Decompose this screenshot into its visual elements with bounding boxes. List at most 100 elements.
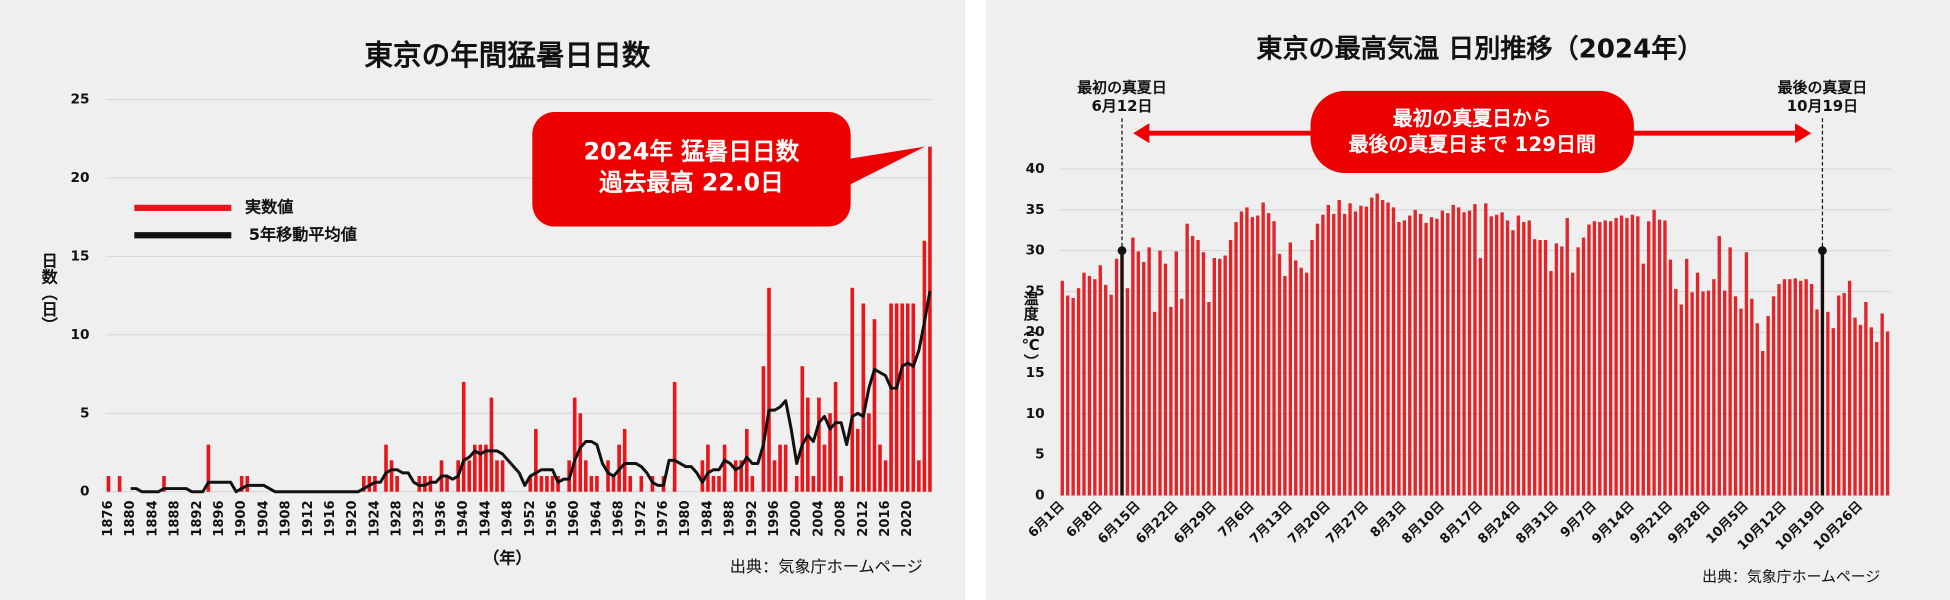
x-tick-label: 1964: [589, 500, 604, 536]
bar: [628, 476, 633, 492]
bar: [1304, 272, 1309, 496]
bar: [1408, 215, 1412, 496]
span-text: 最初の真夏日から: [1393, 106, 1552, 130]
bar: [1326, 204, 1331, 496]
bar: [739, 460, 744, 492]
bar: [1500, 212, 1504, 496]
bar: [1076, 288, 1081, 496]
x-tick-label: 2016: [878, 500, 893, 536]
bar: [106, 476, 111, 492]
callout-text: 2024年 猛暑日日数: [584, 138, 800, 166]
bar: [1782, 279, 1787, 496]
x-tick-label: 1888: [168, 500, 183, 536]
bar: [1728, 247, 1732, 496]
bar: [1234, 222, 1238, 496]
marker-title: 最初の真夏日: [1077, 78, 1167, 96]
bar: [1712, 279, 1716, 496]
bar: [1359, 205, 1363, 496]
x-tick-label: 1936: [434, 500, 449, 536]
bar: [1391, 207, 1396, 496]
chart-title: 東京の最高気温 日別推移（2024年）: [1256, 33, 1703, 64]
x-tick-label: 1940: [456, 500, 471, 536]
bar: [1733, 296, 1738, 496]
bar: [1853, 317, 1857, 496]
bar: [811, 476, 816, 492]
bar: [1060, 280, 1064, 496]
bar: [717, 476, 721, 492]
bar: [1706, 290, 1711, 496]
bar: [162, 476, 166, 492]
bar: [1087, 275, 1092, 496]
bar: [872, 319, 877, 492]
bar: [828, 413, 832, 492]
bar: [1212, 257, 1216, 496]
bar: [750, 476, 755, 492]
bar: [1288, 242, 1293, 496]
bar: [500, 460, 505, 492]
bar: [1630, 214, 1635, 496]
x-tick-label: 1908: [279, 500, 294, 536]
bar: [800, 366, 805, 492]
bar: [1321, 214, 1325, 496]
bar: [1190, 235, 1195, 496]
bar: [1744, 252, 1749, 496]
bar: [484, 444, 488, 492]
bar: [1277, 253, 1282, 496]
bar: [1505, 220, 1510, 496]
bar: [1598, 222, 1602, 496]
bar: [1831, 328, 1835, 496]
bar: [1266, 213, 1271, 496]
bar: [867, 413, 871, 492]
bar: [1256, 215, 1260, 496]
bar: [1435, 218, 1439, 496]
bar: [1674, 288, 1678, 496]
bar: [589, 476, 594, 492]
bar: [1771, 296, 1776, 496]
bar: [1386, 202, 1390, 496]
bar: [1152, 311, 1157, 496]
x-tick-label: 1880: [123, 500, 138, 536]
y-tick-label: 20: [71, 170, 90, 186]
bar: [1489, 216, 1493, 496]
x-tick-label: 1876: [101, 500, 116, 536]
bar: [1185, 223, 1189, 496]
y-axis-label: 温度（℃）: [1022, 291, 1040, 369]
source: 出典：気象庁ホームページ: [1702, 568, 1880, 586]
y-tick-label: 30: [1026, 243, 1045, 259]
x-tick-label: 1980: [678, 500, 693, 536]
bar: [1473, 204, 1477, 496]
bar: [489, 397, 494, 492]
bar: [1793, 278, 1797, 496]
bar: [1456, 207, 1461, 496]
bar: [1516, 215, 1521, 496]
bar: [1809, 284, 1814, 496]
bar: [1777, 284, 1781, 496]
legend-label: 5年移動平均値: [249, 225, 357, 244]
bar: [1272, 221, 1276, 496]
callout-text: 過去最高 22.0日: [599, 169, 784, 197]
x-axis-label: （年）: [483, 548, 531, 567]
bar: [711, 476, 716, 492]
bar: [1429, 217, 1434, 496]
bar: [1527, 220, 1531, 496]
bar: [1370, 197, 1374, 496]
bar: [556, 476, 560, 492]
marker-dot: [1117, 246, 1127, 255]
bar: [1679, 304, 1683, 496]
bar: [595, 476, 599, 492]
bar: [1522, 222, 1526, 496]
x-tick-label: 1996: [767, 500, 782, 536]
bar: [1755, 323, 1759, 496]
x-tick-label: 2004: [811, 500, 826, 536]
marker-dot: [1818, 246, 1827, 255]
x-tick-label: 1960: [567, 500, 582, 536]
bar: [761, 366, 766, 492]
x-tick-label: 2000: [789, 500, 804, 536]
bar: [1549, 271, 1553, 496]
bar: [478, 444, 483, 492]
x-tick-label: 1944: [478, 500, 493, 536]
y-tick-label: 10: [71, 327, 90, 343]
x-tick-label: 1904: [256, 500, 271, 536]
y-tick-label: 5: [80, 405, 90, 421]
bar: [1663, 220, 1667, 496]
